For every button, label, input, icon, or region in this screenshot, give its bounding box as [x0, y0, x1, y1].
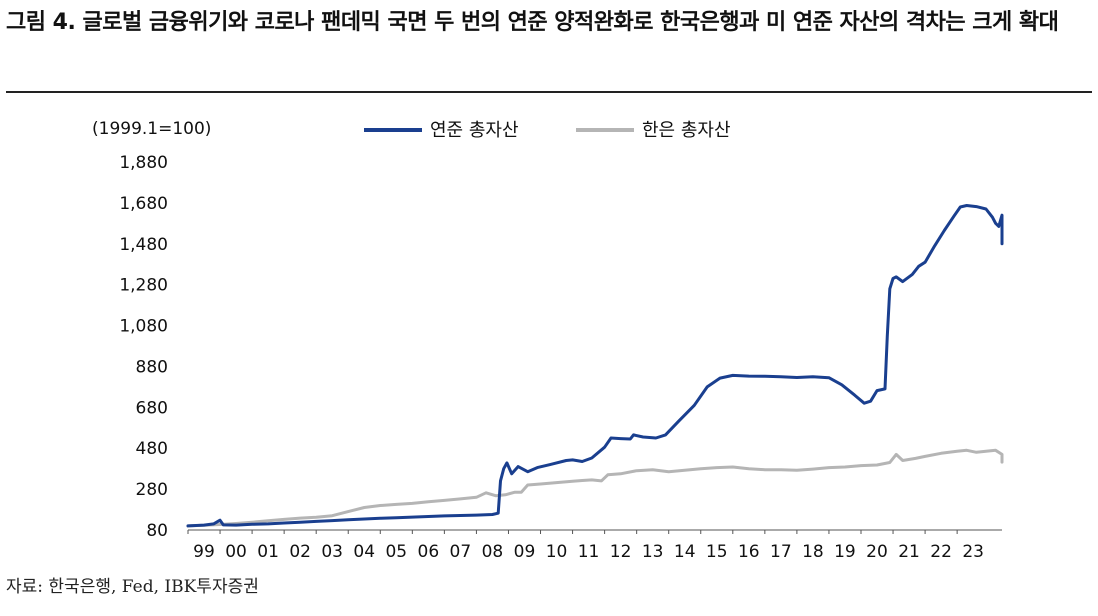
x-tick-label: 09 [514, 542, 536, 562]
bok-assets-line [186, 448, 1004, 528]
y-tick-label: 480 [136, 439, 168, 459]
axes: (1999.1=100) 1,880 1,680 1,480 1,280 1,080 880… [92, 119, 1002, 562]
title-divider [6, 91, 1092, 93]
x-tick-label: 04 [353, 542, 375, 562]
x-tick-label: 99 [193, 542, 215, 562]
x-tick-label: 20 [866, 542, 888, 562]
x-tick-label: 07 [450, 542, 472, 562]
x-tick-label: 00 [225, 542, 247, 562]
x-tick-label: 08 [482, 542, 504, 562]
x-tick-label: 10 [546, 542, 568, 562]
y-tick-label: 1,080 [119, 317, 168, 337]
legend: 연준 총자산 한은 총자산 [364, 120, 731, 141]
fed-assets-line [186, 204, 1004, 528]
x-tick-label: 15 [706, 542, 728, 562]
legend-label: 한은 총자산 [642, 120, 731, 141]
x-tick-label: 21 [898, 542, 920, 562]
x-tick-label: 05 [385, 542, 407, 562]
chart-title: 그림 4. 글로벌 금융위기와 코로나 팬데믹 국면 두 번의 연준 양적완화로… [6, 10, 1059, 35]
line-chart: (1999.1=100) 1,880 1,680 1,480 1,280 1,080 880… [92, 119, 1004, 562]
y-tick-label: 680 [136, 398, 168, 418]
x-tick-label: 16 [738, 542, 760, 562]
y-tick-label: 1,680 [119, 194, 168, 214]
legend-label: 연준 총자산 [430, 120, 519, 141]
x-tick-label: 13 [642, 542, 664, 562]
x-tick-label: 14 [674, 542, 696, 562]
x-tick-label: 03 [321, 542, 343, 562]
x-tick-label: 19 [834, 542, 856, 562]
x-tick-label: 17 [770, 542, 792, 562]
x-tick-label: 23 [962, 542, 984, 562]
source-note: 자료: 한국은행, Fed, IBK투자증권 [6, 577, 259, 597]
series-lines [186, 204, 1004, 528]
x-tick-label: 18 [802, 542, 824, 562]
y-tick-label: 80 [146, 521, 168, 541]
y-tick-label: 1,280 [119, 276, 168, 296]
y-tick-label: 1,480 [119, 235, 168, 255]
x-tick-label: 01 [257, 542, 279, 562]
x-tick-label: 02 [289, 542, 311, 562]
x-tick-label: 12 [610, 542, 632, 562]
y-axis-unit-label: (1999.1=100) [92, 119, 211, 139]
y-tick-label: 1,880 [119, 153, 168, 173]
x-tick-label: 06 [418, 542, 440, 562]
x-tick-label: 11 [578, 542, 600, 562]
y-tick-label: 880 [136, 357, 168, 377]
x-tick-label: 22 [930, 542, 952, 562]
y-tick-label: 280 [136, 480, 168, 500]
